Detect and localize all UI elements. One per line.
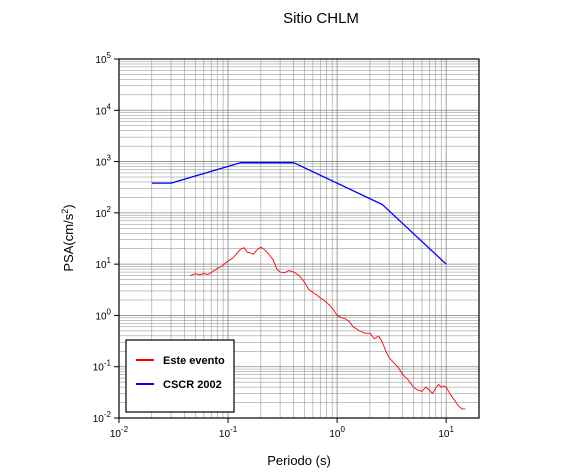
series-line-este-evento xyxy=(190,246,466,410)
x-axis-title: Periodo (s) xyxy=(267,453,331,468)
y-axis-title-base: PSA(cm/s xyxy=(61,213,76,271)
legend: Este evento CSCR 2002 xyxy=(125,339,235,413)
y-tick-label: 10-2 xyxy=(93,410,112,425)
y-tick-label: 105 xyxy=(95,51,111,66)
y-tick-label: 102 xyxy=(95,205,111,220)
x-tick-label: 100 xyxy=(329,425,345,440)
legend-box xyxy=(125,339,235,413)
legend-label-cscr-2002: CSCR 2002 xyxy=(163,379,222,391)
y-axis-title-close: ) xyxy=(61,204,76,208)
y-tick-label: 101 xyxy=(95,256,111,271)
chart-title: Sitio CHLM xyxy=(283,10,359,27)
y-tick-label: 10-1 xyxy=(93,359,112,374)
y-tick-label: 103 xyxy=(95,154,111,169)
tick-labels: 10-2 10-1 100 101 10-2 10-1 100 101 102 103 104 105 xyxy=(93,51,455,440)
x-tick-label: 101 xyxy=(438,425,454,440)
y-tick-label: 100 xyxy=(95,307,111,322)
y-axis-title: PSA(cm/s2) xyxy=(60,204,76,271)
x-tick-label: 10-1 xyxy=(219,425,238,440)
grid xyxy=(118,58,480,419)
y-axis-title-sup: 2 xyxy=(60,209,70,214)
plot-frame xyxy=(118,58,480,419)
x-tick-label: 10-2 xyxy=(110,425,129,440)
series-line-cscr-2002 xyxy=(151,162,447,265)
series-layer xyxy=(151,162,466,410)
y-tick-label: 104 xyxy=(95,102,111,117)
legend-label-este-evento: Este evento xyxy=(163,355,225,367)
